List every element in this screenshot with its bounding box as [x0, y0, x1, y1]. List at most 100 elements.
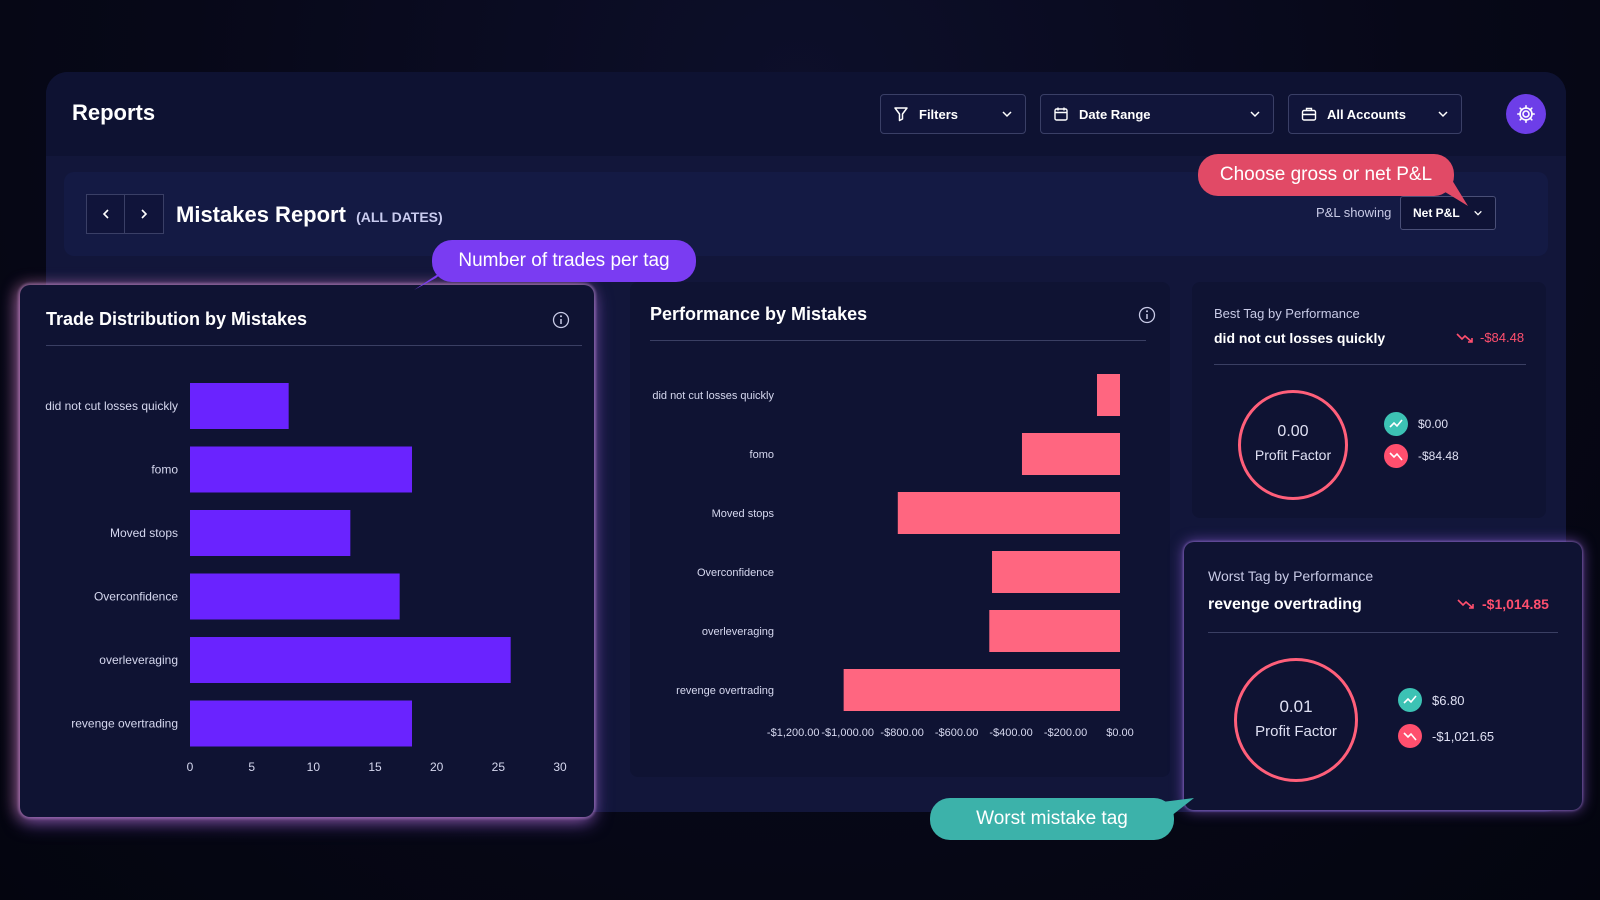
worst-tag-pnl-value: -$1,014.85 — [1482, 596, 1549, 612]
best-tag-pnl: -$84.48 — [1456, 330, 1524, 345]
bar — [992, 551, 1120, 593]
trend-down-icon — [1384, 444, 1408, 468]
info-icon[interactable] — [1138, 306, 1156, 324]
callout-gross-or-net: Choose gross or net P&L — [1198, 154, 1454, 196]
report-scope: (ALL DATES) — [356, 209, 443, 225]
x-tick-label: 5 — [248, 760, 255, 774]
header-bar: Reports Filters Date Range All Accounts — [46, 72, 1566, 156]
best-tag-name: did not cut losses quickly — [1214, 330, 1386, 346]
trade-distribution-chart: did not cut losses quickly fomo Moved stop… — [45, 383, 567, 774]
chevron-down-icon — [1002, 111, 1012, 118]
category-label: Overconfidence — [94, 590, 178, 604]
category-label: fomo — [151, 463, 178, 477]
gear-icon — [1517, 105, 1535, 123]
best-win-row: $0.00 — [1384, 412, 1448, 436]
x-tick-label: 30 — [553, 760, 567, 774]
filters-dropdown[interactable]: Filters — [880, 94, 1026, 134]
bar — [190, 573, 400, 620]
chevron-down-icon — [1474, 210, 1482, 216]
pl-type-select[interactable]: Net P&L — [1400, 196, 1496, 230]
bar — [190, 637, 511, 683]
callout-worst-tag: Worst mistake tag — [930, 798, 1174, 840]
accounts-dropdown[interactable]: All Accounts — [1288, 94, 1462, 134]
next-report-button[interactable] — [124, 194, 164, 234]
category-label: Moved stops — [110, 526, 178, 540]
pl-showing-label: P&L showing — [1316, 205, 1392, 220]
worst-profit-factor-label: Profit Factor — [1255, 723, 1337, 740]
bar — [897, 492, 1120, 534]
bar — [1096, 374, 1120, 416]
tag-divider — [1208, 632, 1558, 633]
info-icon[interactable] — [552, 311, 570, 329]
category-label: Overconfidence — [697, 567, 774, 579]
briefcase-icon — [1301, 107, 1317, 121]
x-tick-label: -$400.00 — [989, 727, 1032, 739]
best-tag-pnl-value: -$84.48 — [1480, 330, 1525, 345]
chevron-right-icon — [141, 209, 148, 219]
x-tick-label: 20 — [430, 760, 444, 774]
report-title: Mistakes Report (ALL DATES) — [176, 202, 443, 228]
category-label: overleveraging — [99, 653, 178, 667]
best-profit-factor-value: 0.00 — [1277, 423, 1309, 440]
x-tick-label: $0.00 — [1106, 727, 1134, 739]
worst-tag-card: Worst Tag by Performance revenge overtra… — [1184, 542, 1582, 810]
best-profit-factor-ring: 0.00 Profit Factor — [1238, 390, 1348, 500]
best-loss-row: -$84.48 — [1384, 444, 1459, 468]
chevron-down-icon — [1250, 111, 1260, 118]
worst-profit-factor-value: 0.01 — [1279, 697, 1313, 716]
callout-pointer — [1162, 798, 1194, 820]
trend-down-icon — [1398, 724, 1422, 748]
bar — [843, 669, 1120, 711]
settings-button[interactable] — [1506, 94, 1546, 134]
filters-label: Filters — [919, 106, 959, 122]
bar — [190, 700, 412, 747]
filter-icon — [894, 107, 908, 122]
worst-win-amount: $6.80 — [1432, 692, 1465, 708]
worst-profit-factor-ring: 0.01 Profit Factor — [1234, 658, 1358, 782]
title-divider — [46, 345, 582, 346]
category-label: fomo — [750, 449, 774, 461]
trend-up-icon — [1384, 412, 1408, 436]
chevron-left-icon — [102, 209, 109, 219]
prev-report-button[interactable] — [86, 194, 126, 234]
category-label: revenge overtrading — [71, 717, 178, 731]
x-tick-label: 25 — [492, 760, 506, 774]
date-range-dropdown[interactable]: Date Range — [1040, 94, 1274, 134]
best-profit-factor-label: Profit Factor — [1254, 447, 1332, 463]
performance-title: Performance by Mistakes — [650, 304, 868, 324]
title-divider — [650, 340, 1146, 341]
bar — [190, 383, 289, 429]
tag-divider — [1214, 364, 1526, 365]
category-label: did not cut losses quickly — [652, 390, 774, 402]
category-label: did not cut losses quickly — [45, 399, 178, 413]
best-tag-card: Best Tag by Performance did not cut loss… — [1192, 282, 1546, 518]
worst-loss-row: -$1,021.65 — [1398, 724, 1494, 748]
trade-distribution-title: Trade Distribution by Mistakes — [46, 309, 308, 329]
callout-trades-per-tag: Number of trades per tag — [432, 240, 696, 282]
x-tick-label: -$200.00 — [1044, 727, 1087, 739]
worst-tag-pnl: -$1,014.85 — [1456, 596, 1549, 612]
report-title-text: Mistakes Report — [176, 202, 346, 227]
x-tick-label: -$1,200.00 — [767, 727, 820, 739]
pl-selected-value: Net P&L — [1413, 206, 1460, 220]
trend-up-icon — [1398, 688, 1422, 712]
trend-down-icon — [1456, 332, 1473, 343]
x-tick-label: -$600.00 — [935, 727, 978, 739]
trade-distribution-card: Trade Distribution by Mistakes did not c… — [20, 285, 594, 817]
bar — [1021, 433, 1120, 475]
page-title: Reports — [72, 100, 156, 125]
chevron-down-icon — [1438, 111, 1448, 118]
calendar-icon — [1054, 107, 1068, 121]
worst-win-row: $6.80 — [1398, 688, 1465, 712]
bar — [190, 510, 351, 556]
x-tick-label: 0 — [187, 760, 194, 774]
bar — [190, 446, 412, 493]
category-label: revenge overtrading — [676, 685, 774, 697]
callout-pointer — [1432, 180, 1468, 206]
x-tick-label: -$1,000.00 — [821, 727, 874, 739]
worst-loss-amount: -$1,021.65 — [1432, 728, 1495, 744]
worst-tag-label: Worst Tag by Performance — [1208, 568, 1374, 584]
x-tick-label: 15 — [368, 760, 382, 774]
category-label: overleveraging — [702, 626, 774, 638]
date-range-label: Date Range — [1079, 106, 1151, 122]
